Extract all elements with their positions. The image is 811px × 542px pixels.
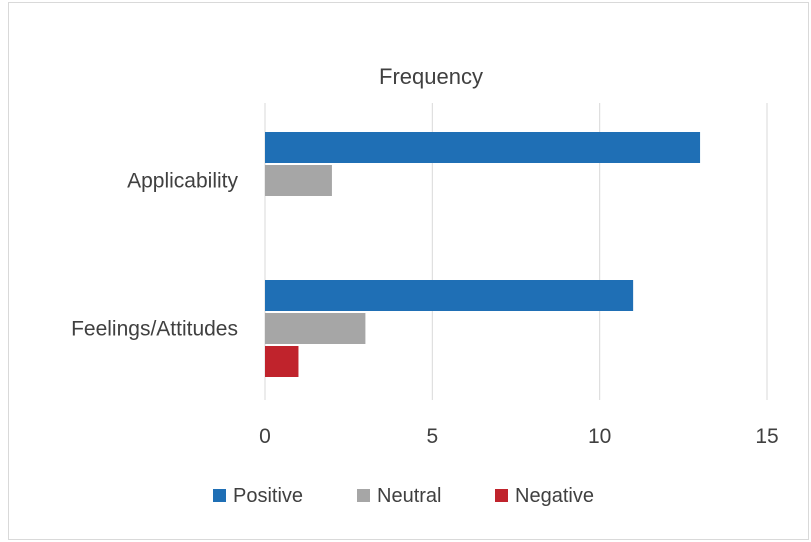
x-tick-label: 0 <box>259 425 271 448</box>
bar-neutral <box>265 313 366 344</box>
legend-label: Positive <box>233 485 303 507</box>
category-label: Feelings/Attitudes <box>71 318 238 341</box>
x-tick-label: 5 <box>426 425 438 448</box>
bar-positive <box>265 280 634 311</box>
legend-label: Neutral <box>377 485 441 507</box>
legend[interactable]: Positive Neutral Negative <box>213 485 594 507</box>
legend-item-neutral[interactable]: Neutral <box>357 485 441 507</box>
x-tick-labels: 0 5 10 15 <box>259 425 779 448</box>
x-tick-label: 10 <box>588 425 611 448</box>
chart-frame <box>8 2 809 540</box>
bar-positive <box>265 132 701 163</box>
legend-item-positive[interactable]: Positive <box>213 485 303 507</box>
category-labels: Applicability Feelings/Attitudes <box>71 170 238 341</box>
chart-title: Frequency <box>379 64 483 89</box>
legend-swatch <box>495 489 508 502</box>
legend-swatch <box>213 489 226 502</box>
category-label: Applicability <box>127 170 238 193</box>
x-tick-label: 15 <box>755 425 778 448</box>
bar-neutral <box>265 165 332 196</box>
legend-item-negative[interactable]: Negative <box>495 485 594 507</box>
legend-swatch <box>357 489 370 502</box>
legend-label: Negative <box>515 485 594 507</box>
bar-negative <box>265 346 299 377</box>
bars <box>265 132 701 377</box>
